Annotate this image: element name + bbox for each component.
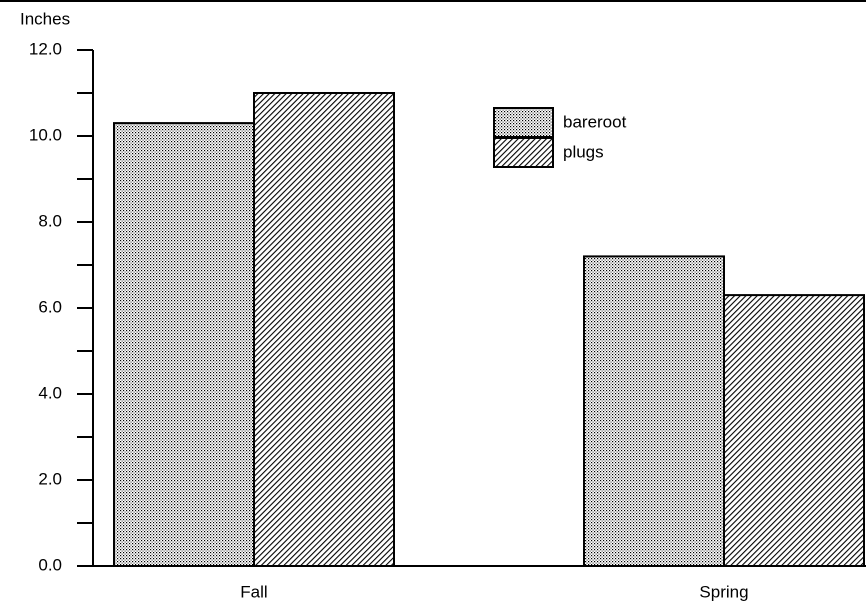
- legend-label: plugs: [563, 142, 604, 161]
- y-tick-label: 6.0: [38, 297, 62, 316]
- y-axis-label: Inches: [20, 9, 70, 28]
- bar: [253, 92, 395, 567]
- legend-swatch: [493, 107, 554, 138]
- y-tick-label: 2.0: [38, 469, 62, 488]
- x-tick-label: Spring: [699, 582, 748, 601]
- legend-label: bareroot: [563, 112, 627, 131]
- y-tick-label: 10.0: [29, 125, 62, 144]
- bar: [583, 255, 725, 567]
- x-tick-label: Fall: [240, 582, 267, 601]
- bar: [113, 122, 255, 567]
- y-tick-label: 12.0: [29, 39, 62, 58]
- y-tick-label: 8.0: [38, 211, 62, 230]
- y-tick-label: 0.0: [38, 555, 62, 574]
- y-tick-label: 4.0: [38, 383, 62, 402]
- legend-swatch: [493, 137, 554, 168]
- bar: [723, 294, 865, 567]
